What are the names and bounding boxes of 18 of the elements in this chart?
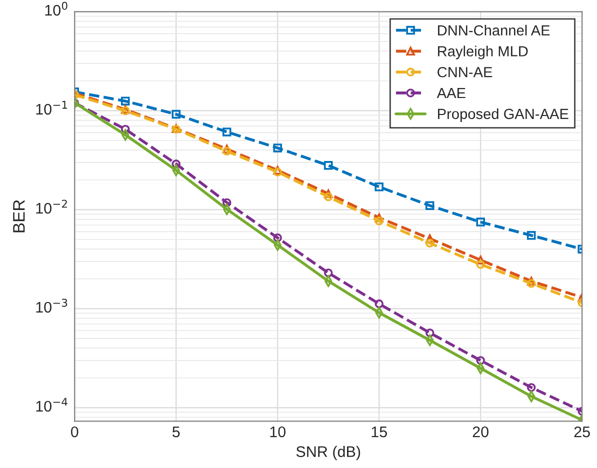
x-axis-title: SNR (dB) xyxy=(296,446,360,460)
y-axis-title: BER xyxy=(13,200,25,232)
y-tick-label: 10$^{0}$ xyxy=(45,2,68,16)
x-tick-label: 20 xyxy=(472,426,488,438)
y-tick-label: 10$^{−4}$ xyxy=(36,398,68,412)
x-tick-label: 10 xyxy=(270,426,286,438)
x-tick-label: 0 xyxy=(70,426,78,438)
legend-label: Proposed GAN-AAE xyxy=(438,108,568,122)
legend-label: CNN-AE xyxy=(438,66,492,78)
legend-label: Rayleigh MLD xyxy=(438,46,528,60)
legend-label: DNN-Channel AE xyxy=(438,24,550,36)
x-tick-label: 5 xyxy=(172,426,180,438)
y-tick-label: 10$^{−2}$ xyxy=(36,200,67,214)
x-tick-label: 25 xyxy=(574,426,590,438)
x-tick-label: 15 xyxy=(372,426,387,438)
y-tick-label: 10$^{−3}$ xyxy=(36,298,68,313)
y-tick-label: 10$^{−1}$ xyxy=(36,100,67,115)
legend-label: AAE xyxy=(436,88,466,98)
